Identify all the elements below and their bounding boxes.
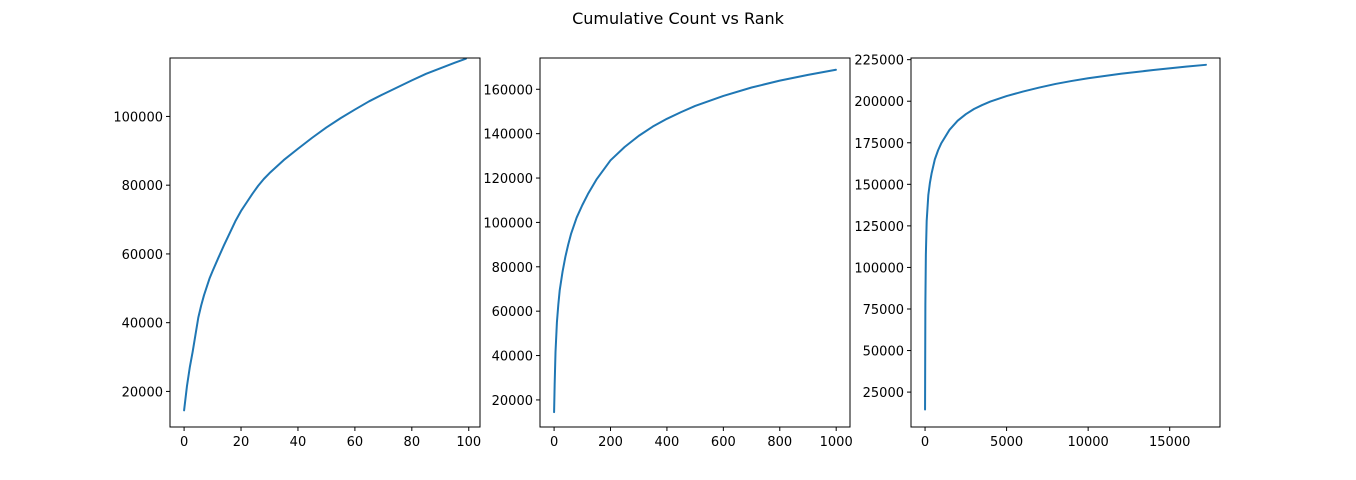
y-tick-label: 120000: [483, 172, 533, 187]
axes-frame: [910, 57, 1221, 428]
y-tick-label: 140000: [483, 128, 533, 143]
x-tick-label: 80: [404, 435, 421, 450]
y-tick-label: 75000: [863, 303, 904, 318]
subplot-all-ranks: 0 5000 10000 15000 25000 50000 75000 100000 1250…: [854, 54, 1221, 450]
x-tick-label: 0: [921, 435, 929, 450]
x-tick-label: 10000: [1067, 435, 1108, 450]
x-tick-label: 0: [550, 435, 558, 450]
x-tick-label: 400: [655, 435, 680, 450]
y-tick-label: 20000: [122, 385, 163, 400]
y-tick-label: 100000: [113, 110, 163, 125]
y-tick-label: 25000: [863, 386, 904, 401]
y-tick-label: 80000: [122, 179, 163, 194]
x-tick-label: 0: [180, 435, 188, 450]
y-tick-label: 150000: [854, 178, 904, 193]
y-tick-label: 125000: [854, 220, 904, 235]
x-tick-label: 100: [456, 435, 481, 450]
x-tick-label: 800: [767, 435, 792, 450]
y-tick-label: 40000: [492, 350, 533, 365]
y-tick-label: 100000: [854, 261, 904, 276]
x-tick-label: 20: [233, 435, 250, 450]
y-tick-label: 20000: [492, 394, 533, 409]
y-tick-label: 40000: [122, 317, 163, 332]
y-tick-label: 60000: [122, 248, 163, 263]
x-tick-label: 5000: [990, 435, 1023, 450]
subplot-top-1000: 0 200 400 600 800 1000 20000 40000 60000 80000 100…: [483, 57, 853, 450]
figure-title: Cumulative Count vs Rank: [572, 9, 785, 28]
y-tick-label: 225000: [854, 54, 904, 69]
axes-frame: [539, 57, 851, 428]
x-tick-label: 600: [711, 435, 736, 450]
series-line: [553, 68, 837, 414]
x-tick-label: 60: [347, 435, 364, 450]
y-tick-label: 175000: [854, 137, 904, 152]
y-tick-label: 160000: [483, 83, 533, 98]
y-tick-label: 100000: [483, 216, 533, 231]
y-tick-label: 200000: [854, 95, 904, 110]
x-tick-label: 15000: [1149, 435, 1190, 450]
y-tick-label: 60000: [492, 305, 533, 320]
x-tick-label: 40: [290, 435, 307, 450]
series-line: [924, 63, 1207, 411]
y-tick-label: 80000: [492, 261, 533, 276]
subplot-top-100: 0 20 40 60 80 100 20000 40000 60000 80000 100000: [113, 57, 481, 450]
y-tick-label: 50000: [863, 345, 904, 360]
x-tick-label: 200: [598, 435, 623, 450]
x-tick-label: 1000: [820, 435, 853, 450]
axes-frame: [169, 57, 481, 428]
series-line: [183, 57, 467, 412]
